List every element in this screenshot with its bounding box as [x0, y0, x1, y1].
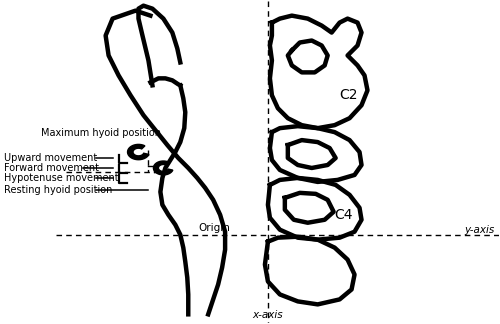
Text: x-axis: x-axis — [252, 310, 283, 320]
Text: C4: C4 — [334, 208, 353, 222]
Text: C2: C2 — [340, 88, 358, 102]
Text: Hypotenuse movement: Hypotenuse movement — [4, 173, 118, 183]
Text: y-axis: y-axis — [464, 225, 495, 235]
Polygon shape — [128, 145, 149, 160]
Text: Upward movement: Upward movement — [4, 153, 98, 163]
Text: Resting hyoid position: Resting hyoid position — [4, 185, 112, 195]
Text: Forward movement: Forward movement — [4, 163, 99, 173]
Polygon shape — [154, 161, 173, 175]
Text: Maximum hyoid position: Maximum hyoid position — [40, 128, 160, 138]
Text: Origin: Origin — [198, 223, 230, 233]
